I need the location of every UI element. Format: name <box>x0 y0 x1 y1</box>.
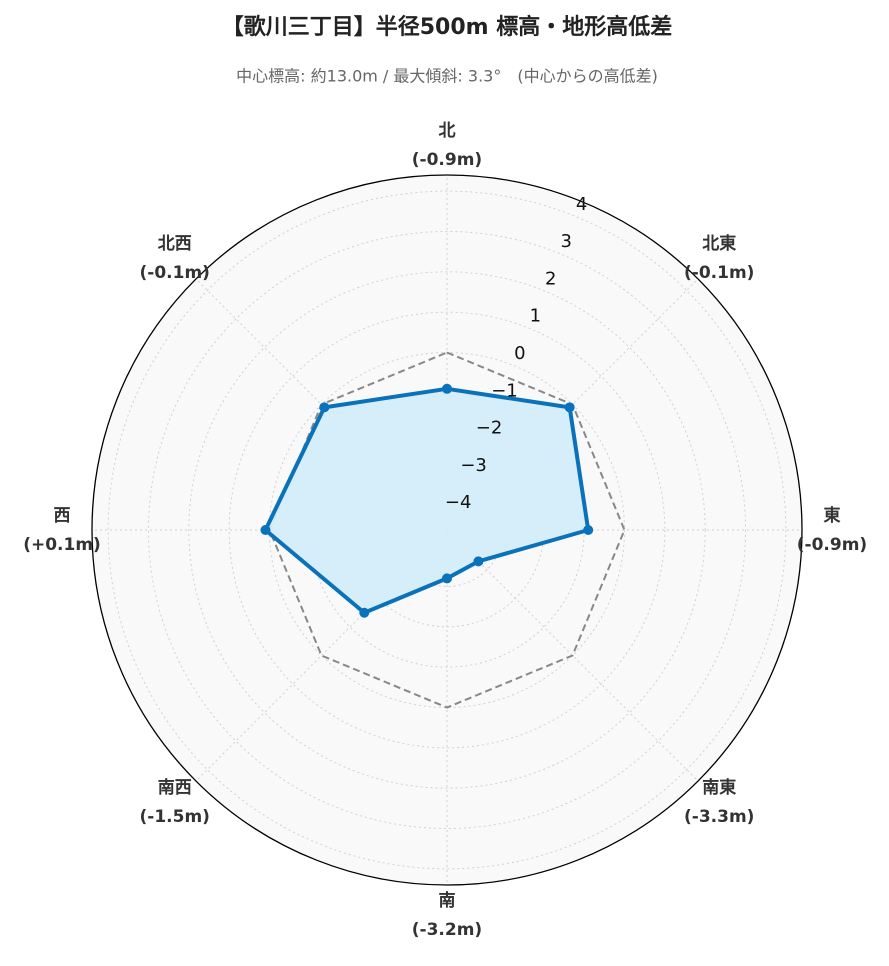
data-point <box>260 525 271 535</box>
grid-circle <box>228 311 666 749</box>
category-label: 北東 <box>702 233 736 254</box>
data-point <box>319 402 330 413</box>
grid-circle <box>147 230 747 830</box>
data-point <box>473 556 484 567</box>
category-label: 南西 <box>158 777 192 798</box>
data-point <box>564 402 575 413</box>
category-label: 北西 <box>158 234 192 254</box>
r-tick-label: −1 <box>491 380 518 401</box>
data-point <box>583 525 594 535</box>
grid-spoke <box>195 278 448 531</box>
grid-spoke <box>446 278 699 531</box>
r-tick-label: −3 <box>460 455 487 476</box>
plot-border <box>91 174 803 886</box>
r-tick-label: 2 <box>545 268 556 289</box>
r-tick-label: 4 <box>576 194 587 215</box>
grid-spoke <box>446 529 699 782</box>
value-label: (-3.2m) <box>412 920 482 940</box>
grid-circle <box>107 190 787 870</box>
value-label: (-3.3m) <box>684 807 754 827</box>
data-point <box>442 573 452 584</box>
grid-circle <box>188 271 706 789</box>
category-label: 南 <box>439 890 456 911</box>
value-label: (-0.1m) <box>684 263 754 283</box>
chart-title: 【歌川三丁目】半径500m 標高・地形高低差 <box>222 14 673 40</box>
value-label: (-0.9m) <box>797 535 867 555</box>
category-label: 南東 <box>702 777 736 798</box>
r-tick-label: 0 <box>514 343 525 364</box>
category-label: 北 <box>439 121 456 141</box>
data-point <box>442 383 452 394</box>
r-tick-label: −2 <box>476 418 503 439</box>
category-label: 東 <box>824 505 841 526</box>
category-label: 西 <box>54 506 71 526</box>
r-tick-label: 3 <box>560 231 571 252</box>
grid-spoke <box>195 529 448 782</box>
data-point <box>359 607 370 618</box>
chart-subtitle: 中心標高: 約13.0m / 最大傾斜: 3.3° (中心からの高低差) <box>236 67 658 86</box>
value-label: (-0.9m) <box>412 150 482 170</box>
r-tick-label: 1 <box>530 306 541 327</box>
value-label: (+0.1m) <box>23 535 101 555</box>
value-label: (-1.5m) <box>140 807 210 827</box>
r-tick-label: −4 <box>445 492 472 513</box>
value-label: (-0.1m) <box>140 263 210 283</box>
